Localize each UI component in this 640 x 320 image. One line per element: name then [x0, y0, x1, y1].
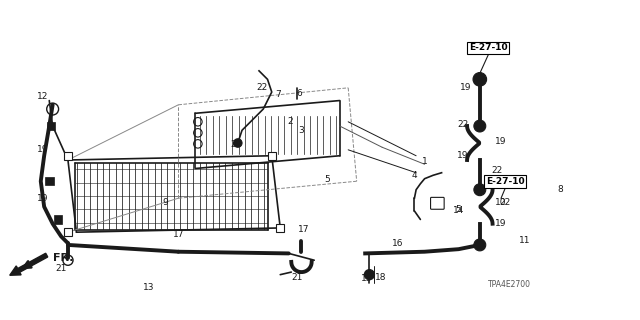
Text: 22: 22 — [230, 140, 242, 149]
Bar — [64, 151, 72, 160]
Circle shape — [364, 269, 374, 280]
Text: 8: 8 — [557, 185, 563, 194]
Text: 14: 14 — [453, 206, 464, 215]
Text: 19: 19 — [36, 194, 48, 203]
Text: 19: 19 — [460, 83, 471, 92]
Circle shape — [234, 139, 242, 147]
Text: 19: 19 — [457, 151, 468, 160]
Text: 22: 22 — [256, 83, 267, 92]
Text: TPA4E2700: TPA4E2700 — [488, 280, 531, 289]
Text: 5: 5 — [324, 175, 330, 184]
FancyBboxPatch shape — [47, 122, 55, 130]
Text: 21: 21 — [56, 264, 67, 273]
Text: 1: 1 — [422, 157, 428, 166]
Circle shape — [474, 239, 486, 251]
Text: 18: 18 — [374, 273, 386, 282]
Text: 2: 2 — [287, 117, 293, 126]
Circle shape — [474, 120, 486, 132]
Text: 11: 11 — [519, 236, 531, 245]
FancyBboxPatch shape — [45, 177, 54, 186]
Text: 6: 6 — [296, 89, 302, 98]
Text: 5: 5 — [456, 205, 461, 214]
Text: FR.: FR. — [52, 253, 73, 263]
Text: 10: 10 — [495, 198, 507, 207]
Circle shape — [473, 73, 486, 86]
Text: 15: 15 — [361, 274, 372, 284]
Text: 19: 19 — [495, 219, 507, 228]
Text: 22: 22 — [491, 166, 502, 175]
Text: 13: 13 — [143, 283, 154, 292]
FancyBboxPatch shape — [431, 197, 444, 209]
FancyArrow shape — [10, 253, 48, 275]
Text: 9: 9 — [163, 198, 168, 207]
Text: 21: 21 — [292, 273, 303, 282]
Text: 17: 17 — [298, 225, 310, 234]
Text: 4: 4 — [412, 171, 417, 180]
Text: 22: 22 — [500, 198, 511, 207]
FancyBboxPatch shape — [54, 215, 62, 224]
Text: 7: 7 — [275, 90, 280, 99]
Text: E-27-10: E-27-10 — [486, 177, 525, 186]
Bar — [64, 228, 72, 236]
Text: 19: 19 — [495, 137, 507, 146]
Circle shape — [474, 184, 486, 196]
Bar — [268, 151, 276, 160]
Text: E-27-10: E-27-10 — [469, 44, 508, 52]
Text: 3: 3 — [299, 126, 305, 135]
Text: 17: 17 — [173, 230, 184, 239]
Text: 22: 22 — [457, 120, 468, 129]
Text: 16: 16 — [392, 239, 403, 248]
Text: 19: 19 — [36, 145, 48, 154]
Bar — [276, 224, 285, 232]
Text: 12: 12 — [36, 92, 48, 101]
